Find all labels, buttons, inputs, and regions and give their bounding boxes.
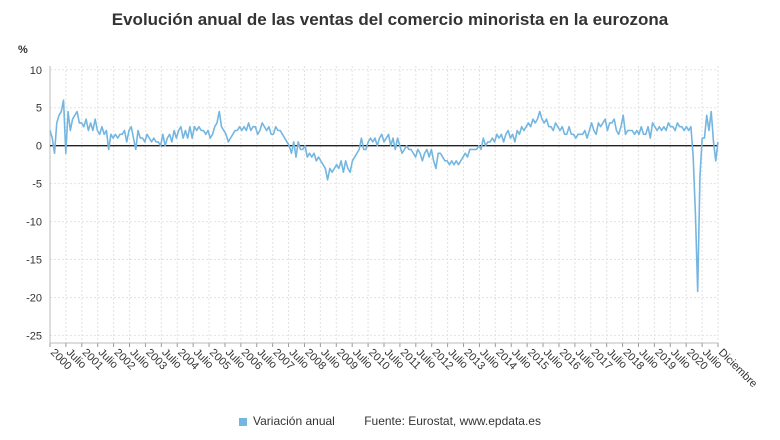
- y-tick-label: 5: [36, 103, 42, 115]
- y-tick-label: 10: [30, 65, 42, 77]
- legend-item[interactable]: Variación anual: [239, 414, 335, 428]
- chart-footer: Variación anual Fuente: Eurostat, www.ep…: [0, 413, 780, 428]
- y-tick-label: -15: [26, 255, 42, 267]
- y-tick-label: -5: [32, 179, 42, 191]
- y-tick-label: -10: [26, 217, 42, 229]
- legend-swatch: [239, 417, 248, 426]
- y-axis-unit-label: %: [18, 44, 28, 56]
- legend-label: Variación anual: [253, 413, 335, 428]
- y-tick-label: -20: [26, 292, 42, 304]
- series-line: [49, 99, 719, 293]
- chart-title: Evolución anual de las ventas del comerc…: [111, 10, 669, 29]
- source-text: Fuente: Eurostat, www.epdata.es: [364, 413, 541, 428]
- y-tick-label: -25: [26, 330, 42, 342]
- x-tick-label: Diciembre: [716, 347, 759, 390]
- y-tick-label: 0: [36, 141, 42, 153]
